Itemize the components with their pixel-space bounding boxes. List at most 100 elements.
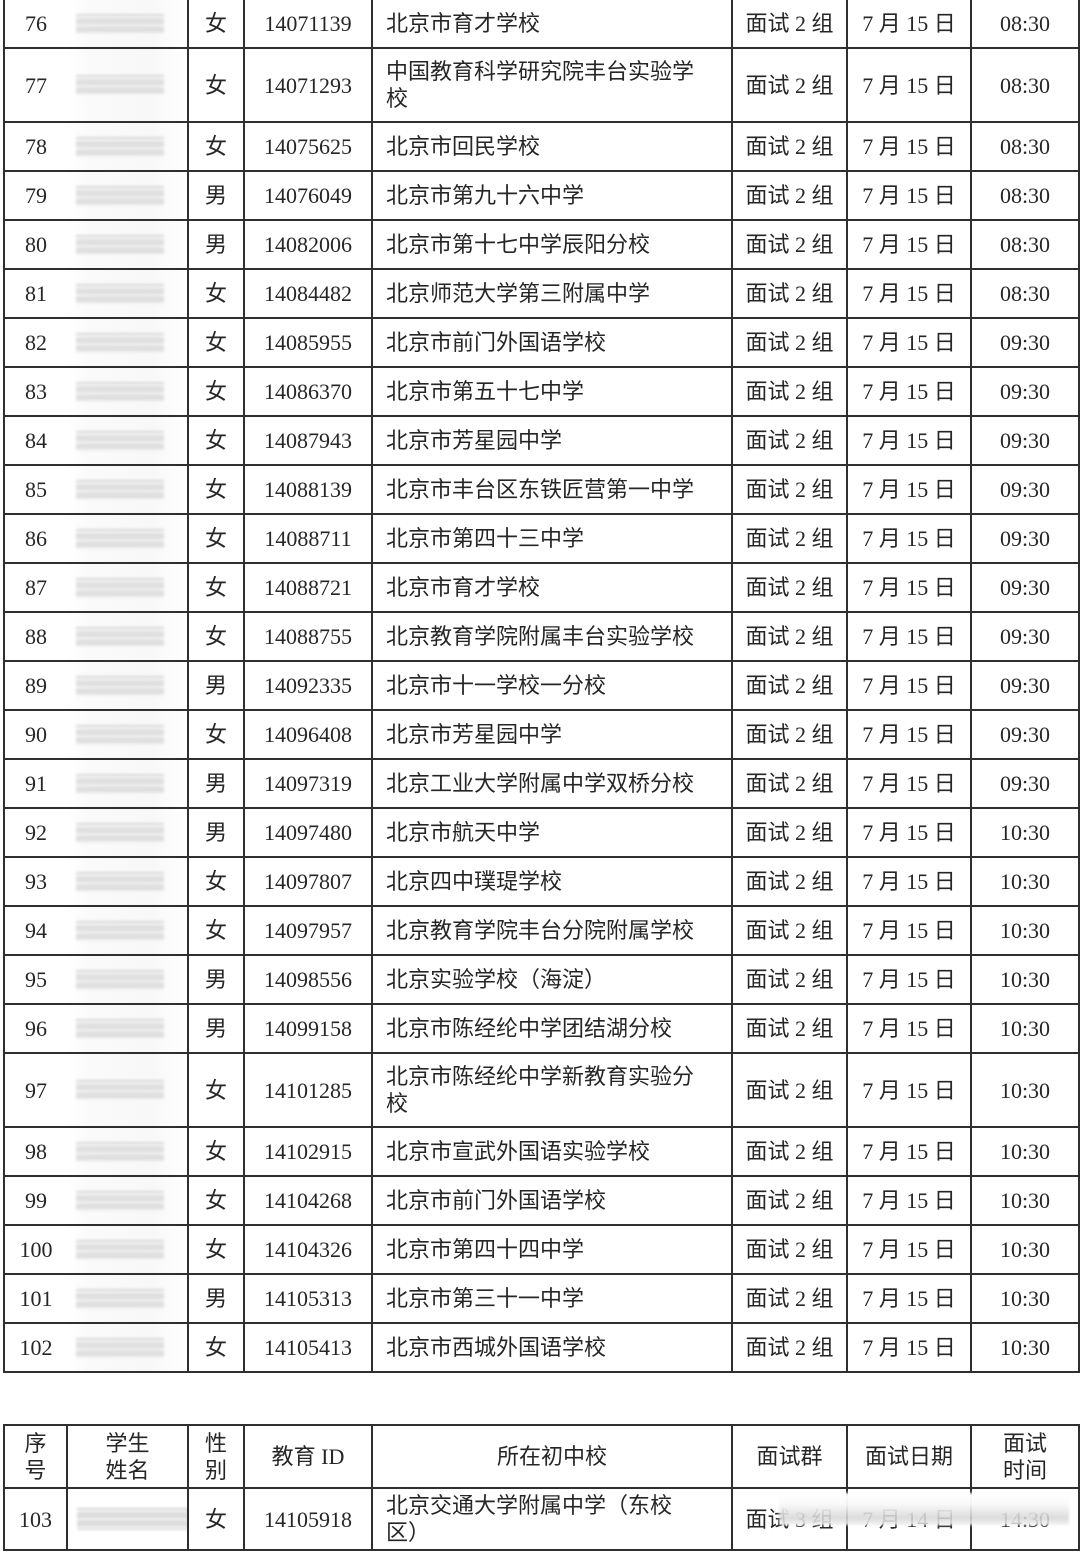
edu-id-cell: 14097480 <box>243 807 373 858</box>
student-name-cell <box>67 1224 189 1275</box>
redacted-name <box>76 479 164 500</box>
gender-cell: 女 <box>187 1126 245 1177</box>
interview-group-cell: 面试 2 组 <box>731 611 848 662</box>
interview-date-cell: 7 月 15 日 <box>846 758 972 809</box>
redacted-name <box>76 724 164 745</box>
interview-time-cell: 09:30 <box>970 513 1080 564</box>
interview-date-cell: 7 月 15 日 <box>846 1003 972 1054</box>
interview-time-cell: 08:30 <box>970 121 1080 172</box>
interview-date-cell: 7 月 15 日 <box>846 0 972 49</box>
table-row: 96 男 14099158 北京市陈经纶中学团结湖分校 面试 2 组 7 月 1… <box>3 1003 1080 1054</box>
table-row: 83 女 14086370 北京市第五十七中学 面试 2 组 7 月 15 日 … <box>3 366 1080 417</box>
edu-id-cell: 14099158 <box>243 1003 373 1054</box>
school-cell: 北京工业大学附属中学双桥分校 <box>371 758 733 809</box>
interview-time-cell: 08:30 <box>970 268 1080 319</box>
gender-cell: 男 <box>187 954 245 1005</box>
interview-group-cell: 面试 2 组 <box>731 47 848 123</box>
student-name-cell <box>66 1487 189 1551</box>
seq-cell: 90 <box>3 709 67 760</box>
student-name-cell <box>67 170 189 221</box>
seq-cell: 87 <box>3 562 67 613</box>
seq-cell: 77 <box>3 47 67 123</box>
school-cell: 北京市陈经纶中学团结湖分校 <box>371 1003 733 1054</box>
school-cell: 北京市芳星园中学 <box>371 415 733 466</box>
interview-group-cell: 面试 2 组 <box>731 905 848 956</box>
redaction-smear <box>779 1493 1069 1525</box>
interview-date-cell: 7 月 15 日 <box>846 1126 972 1177</box>
school-cell: 北京市第五十七中学 <box>371 366 733 417</box>
interview-date-cell: 7 月 15 日 <box>846 317 972 368</box>
school-cell: 北京市前门外国语学校 <box>371 317 733 368</box>
school-cell: 北京实验学校（海淀） <box>371 954 733 1005</box>
edu-id-cell: 14102915 <box>243 1126 373 1177</box>
interview-date-cell: 7 月 15 日 <box>846 121 972 172</box>
gender-cell: 女 <box>187 415 245 466</box>
interview-group-cell: 面试 2 组 <box>731 807 848 858</box>
table-row: 100 女 14104326 北京市第四十四中学 面试 2 组 7 月 15 日… <box>3 1224 1080 1275</box>
seq-cell: 95 <box>3 954 67 1005</box>
table-row: 78 女 14075625 北京市回民学校 面试 2 组 7 月 15 日 08… <box>3 121 1080 172</box>
interview-date-cell: 7 月 15 日 <box>846 856 972 907</box>
edu-id-cell: 14104326 <box>243 1224 373 1275</box>
gender-cell: 女 <box>187 1052 245 1128</box>
interview-date-cell: 7 月 15 日 <box>846 611 972 662</box>
redacted-name <box>76 1239 164 1260</box>
student-name-cell <box>67 1273 189 1324</box>
interview-schedule-table-continued: 序 号 学生 姓名 性 别 教育 ID 所在初中校 面试群 面试日期 面试 时间… <box>3 1424 1080 1551</box>
interview-group-cell: 面试 2 组 <box>731 0 848 49</box>
interview-time-cell: 10:30 <box>970 905 1080 956</box>
edu-id-cell: 14088755 <box>243 611 373 662</box>
redacted-name <box>76 822 164 843</box>
gender-cell: 女 <box>187 464 245 515</box>
interview-time-cell: 09:30 <box>970 317 1080 368</box>
col-header-seq: 序 号 <box>3 1424 68 1489</box>
student-name-cell <box>67 1003 189 1054</box>
student-name-cell <box>67 366 189 417</box>
student-name-cell <box>67 611 189 662</box>
interview-date-cell: 7 月 15 日 <box>846 513 972 564</box>
gender-cell: 女 <box>187 856 245 907</box>
interview-time-cell: 10:30 <box>970 1175 1080 1226</box>
redacted-name <box>76 283 164 304</box>
interview-date-cell: 7 月 15 日 <box>846 1052 972 1128</box>
school-cell: 北京市宣武外国语实验学校 <box>371 1126 733 1177</box>
redacted-name <box>76 969 164 990</box>
redacted-name <box>76 1337 164 1358</box>
redacted-name <box>76 1018 164 1039</box>
school-cell: 北京四中璞瑅学校 <box>371 856 733 907</box>
interview-group-cell: 面试 2 组 <box>731 317 848 368</box>
gender-cell: 男 <box>187 1003 245 1054</box>
student-name-cell <box>67 121 189 172</box>
interview-group-cell: 面试 2 组 <box>731 856 848 907</box>
interview-group-cell: 面试 2 组 <box>731 1175 848 1226</box>
redacted-name <box>76 75 164 95</box>
interview-group-cell: 面试 2 组 <box>731 121 848 172</box>
interview-time-cell: 10:30 <box>970 1224 1080 1275</box>
interview-time-cell: 08:30 <box>970 47 1080 123</box>
interview-date-cell: 7 月 15 日 <box>846 660 972 711</box>
edu-id-cell: 14088721 <box>243 562 373 613</box>
interview-time-cell: 10:30 <box>970 1003 1080 1054</box>
interview-group-cell: 面试 2 组 <box>731 268 848 319</box>
seq-cell: 101 <box>3 1273 67 1324</box>
school-cell: 北京市十一学校一分校 <box>371 660 733 711</box>
edu-id-cell: 14097319 <box>243 758 373 809</box>
student-name-cell <box>67 1322 189 1373</box>
interview-date-cell: 7 月 15 日 <box>846 366 972 417</box>
interview-time-cell: 10:30 <box>970 1052 1080 1128</box>
edu-id-cell: 14105918 <box>243 1487 373 1551</box>
interview-date-cell: 7 月 15 日 <box>846 1224 972 1275</box>
table-row: 91 男 14097319 北京工业大学附属中学双桥分校 面试 2 组 7 月 … <box>3 758 1080 809</box>
col-header-edu-id: 教育 ID <box>243 1424 373 1489</box>
student-name-cell <box>67 0 189 49</box>
redacted-name <box>76 1141 164 1162</box>
edu-id-cell: 14086370 <box>243 366 373 417</box>
student-name-cell <box>67 856 189 907</box>
seq-cell: 88 <box>3 611 67 662</box>
student-name-cell <box>67 513 189 564</box>
gender-cell: 女 <box>187 366 245 417</box>
gender-cell: 男 <box>187 1273 245 1324</box>
edu-id-cell: 14084482 <box>243 268 373 319</box>
col-header-gender: 性 别 <box>187 1424 245 1489</box>
